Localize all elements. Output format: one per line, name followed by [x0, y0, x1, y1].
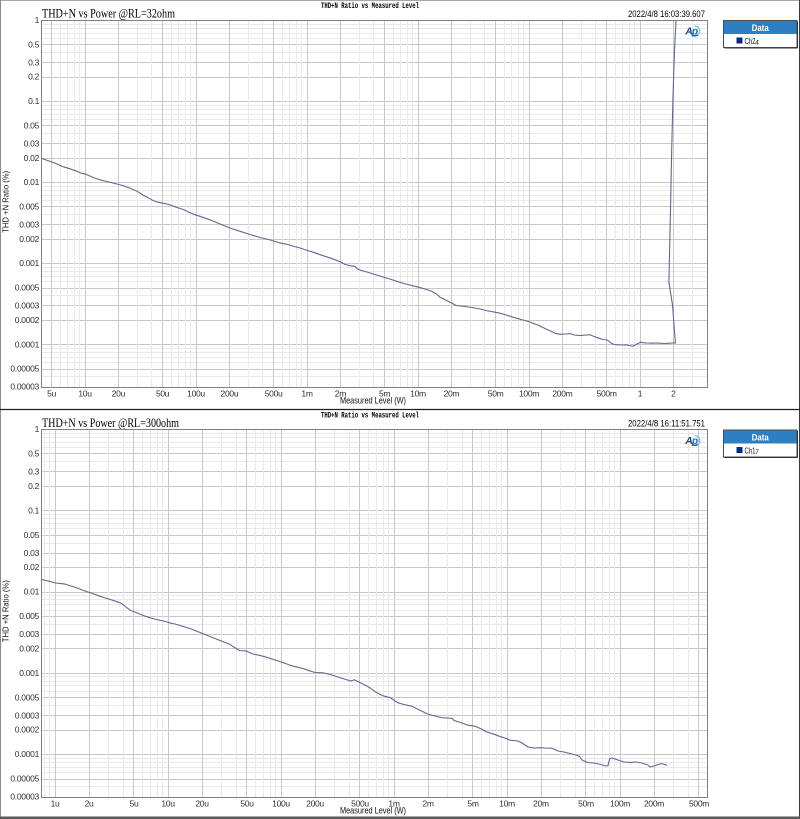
svg-text:0.2: 0.2	[28, 72, 39, 82]
svg-text:0.3: 0.3	[28, 58, 39, 68]
svg-text:0.0002: 0.0002	[15, 725, 40, 735]
svg-text:500u: 500u	[351, 799, 369, 809]
svg-text:0.00005: 0.00005	[10, 364, 39, 374]
svg-text:0.005: 0.005	[19, 202, 39, 212]
svg-text:4: 4	[755, 40, 759, 47]
svg-text:0.00005: 0.00005	[10, 774, 39, 784]
svg-text:1: 1	[35, 424, 40, 434]
svg-text:10m: 10m	[499, 799, 515, 809]
svg-text:Ch2: Ch2	[745, 36, 756, 46]
svg-text:0.5: 0.5	[28, 449, 39, 459]
svg-text:A: A	[684, 26, 692, 38]
svg-text:0.002: 0.002	[19, 234, 39, 244]
svg-text:50m: 50m	[488, 389, 504, 399]
svg-text:2: 2	[671, 389, 676, 399]
svg-text:500u: 500u	[265, 389, 283, 399]
svg-text:0.0003: 0.0003	[15, 301, 40, 311]
svg-text:2u: 2u	[85, 799, 94, 809]
svg-text:1m: 1m	[388, 799, 399, 809]
svg-text:0.003: 0.003	[19, 220, 39, 230]
svg-text:0.0005: 0.0005	[15, 283, 40, 293]
svg-text:THD+N vs Power @RL=32ohm: THD+N vs Power @RL=32ohm	[42, 5, 175, 20]
svg-text:0.005: 0.005	[19, 611, 39, 621]
svg-text:20m: 20m	[444, 389, 460, 399]
svg-text:500m: 500m	[689, 799, 709, 809]
svg-text:5u: 5u	[130, 799, 139, 809]
svg-text:5m: 5m	[379, 389, 390, 399]
svg-text:THD +N Ratio (%): THD +N Ratio (%)	[1, 171, 11, 233]
svg-text:20u: 20u	[112, 389, 126, 399]
svg-text:5u: 5u	[47, 389, 56, 399]
svg-text:A: A	[684, 435, 692, 447]
svg-text:0.03: 0.03	[24, 548, 40, 558]
svg-text:5m: 5m	[467, 799, 478, 809]
svg-text:p: p	[691, 26, 699, 38]
svg-text:50u: 50u	[240, 799, 254, 809]
svg-text:10u: 10u	[161, 799, 175, 809]
svg-text:0.03: 0.03	[24, 139, 40, 149]
svg-text:100m: 100m	[610, 799, 630, 809]
svg-text:200m: 200m	[644, 799, 664, 809]
svg-text:0.001: 0.001	[19, 668, 39, 678]
svg-text:200u: 200u	[306, 799, 324, 809]
svg-text:0.5: 0.5	[28, 40, 39, 50]
svg-text:1: 1	[35, 15, 40, 25]
svg-text:0.0003: 0.0003	[15, 710, 40, 720]
svg-text:0.0001: 0.0001	[15, 749, 40, 759]
svg-text:Measured Level (W): Measured Level (W)	[340, 396, 406, 406]
svg-text:100m: 100m	[519, 389, 539, 399]
svg-text:THD +N Ratio (%): THD +N Ratio (%)	[1, 580, 11, 642]
svg-text:0.00003: 0.00003	[10, 382, 39, 392]
svg-text:0.01: 0.01	[24, 177, 40, 187]
svg-text:0.05: 0.05	[24, 121, 40, 131]
svg-text:0.1: 0.1	[28, 505, 39, 515]
svg-text:Measured Level (W): Measured Level (W)	[340, 806, 406, 816]
svg-text:p: p	[691, 435, 699, 447]
svg-text:100u: 100u	[187, 389, 205, 399]
svg-text:200u: 200u	[221, 389, 239, 399]
svg-text:0.00003: 0.00003	[10, 792, 39, 802]
svg-text:0.0005: 0.0005	[15, 692, 40, 702]
svg-text:0.3: 0.3	[28, 467, 39, 477]
svg-text:0.0001: 0.0001	[15, 339, 40, 349]
svg-text:0.02: 0.02	[24, 562, 40, 572]
svg-text:10u: 10u	[78, 389, 92, 399]
svg-text:20u: 20u	[195, 799, 209, 809]
svg-text:500m: 500m	[597, 389, 617, 399]
svg-text:0.05: 0.05	[24, 530, 40, 540]
svg-text:2m: 2m	[335, 389, 346, 399]
svg-text:THD+N Ratio vs Measured Level: THD+N Ratio vs Measured Level	[321, 412, 419, 421]
svg-text:2022/4/8 16:03:39.607: 2022/4/8 16:03:39.607	[628, 9, 705, 19]
svg-text:0.001: 0.001	[19, 258, 39, 268]
svg-text:1u: 1u	[51, 799, 60, 809]
svg-text:0.003: 0.003	[19, 629, 39, 639]
svg-text:0.2: 0.2	[28, 481, 39, 491]
svg-text:0.02: 0.02	[24, 153, 40, 163]
svg-text:2m: 2m	[422, 799, 433, 809]
svg-text:2022/4/8 16:11:51.751: 2022/4/8 16:11:51.751	[628, 419, 705, 429]
svg-text:0.002: 0.002	[19, 643, 39, 653]
svg-text:200m: 200m	[552, 389, 572, 399]
svg-text:Data: Data	[752, 433, 770, 444]
svg-text:20m: 20m	[533, 799, 549, 809]
svg-text:0.01: 0.01	[24, 587, 40, 597]
svg-text:0.1: 0.1	[28, 96, 39, 106]
svg-text:10m: 10m	[410, 389, 426, 399]
svg-text:50u: 50u	[156, 389, 170, 399]
svg-text:THD+N Ratio vs Measured Level: THD+N Ratio vs Measured Level	[321, 2, 419, 11]
svg-text:100u: 100u	[272, 799, 290, 809]
svg-text:7: 7	[755, 449, 759, 456]
svg-text:Data: Data	[752, 23, 770, 34]
svg-text:1m: 1m	[301, 389, 312, 399]
svg-text:Ch1: Ch1	[745, 446, 756, 456]
svg-text:50m: 50m	[578, 799, 594, 809]
svg-text:0.0002: 0.0002	[15, 315, 40, 325]
svg-text:1: 1	[638, 389, 643, 399]
svg-text:THD+N vs Power @RL=300ohm: THD+N vs Power @RL=300ohm	[42, 415, 179, 430]
